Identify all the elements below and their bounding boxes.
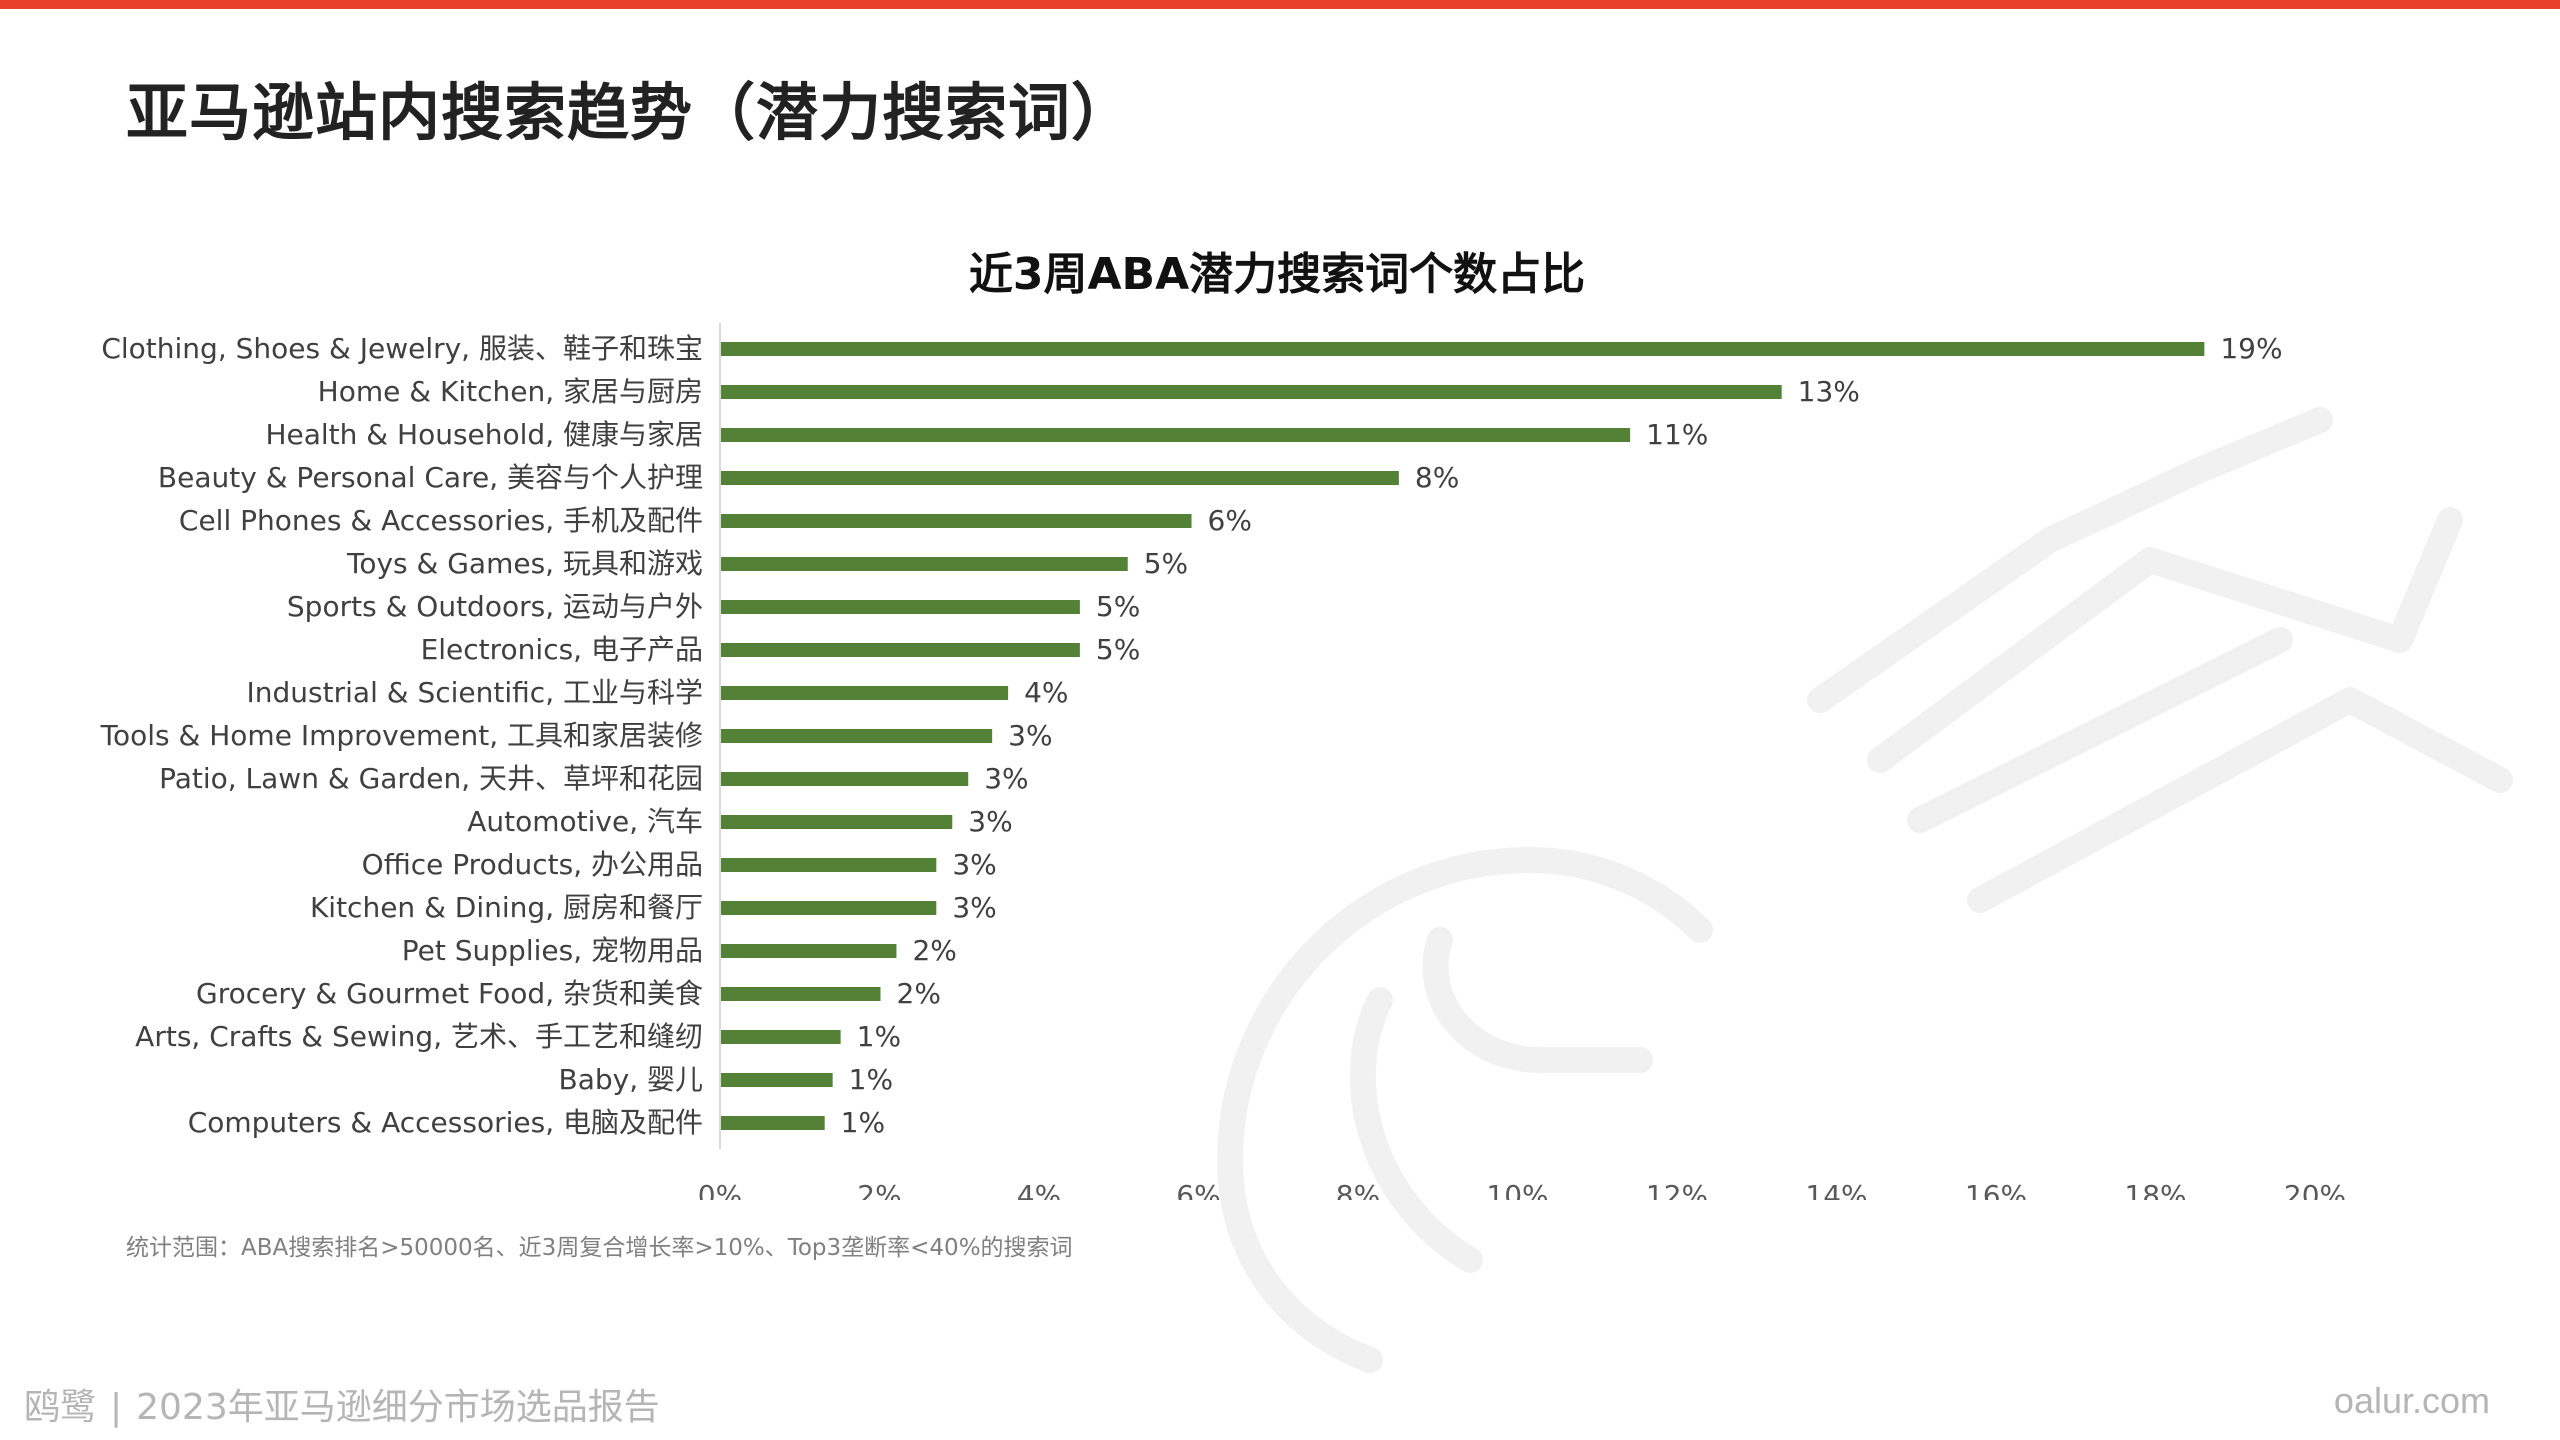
category-label: Office Products, 办公用品 [362,848,703,881]
data-label: 2% [912,934,956,967]
footer-website-link[interactable]: oalur.com [2333,1380,2490,1421]
bar [721,987,881,1001]
category-label: Cell Phones & Accessories, 手机及配件 [179,504,703,537]
x-tick-label: 16% [1965,1179,2027,1200]
data-label: 5% [1144,547,1188,580]
data-label: 13% [1798,375,1860,408]
data-label: 3% [1008,719,1052,752]
category-label: Sports & Outdoors, 运动与户外 [287,590,703,623]
category-label: Automotive, 汽车 [467,805,703,838]
category-label: Industrial & Scientific, 工业与科学 [247,676,703,709]
data-label: 1% [857,1020,901,1053]
footer-brand-name: 鸥鹭 [24,1387,97,1428]
data-label: 5% [1096,633,1140,666]
data-label: 3% [952,848,996,881]
bar [721,815,953,829]
x-tick-label: 2% [857,1179,901,1200]
data-label: 6% [1208,504,1252,537]
category-label: Kitchen & Dining, 厨房和餐厅 [310,891,703,924]
bar [721,428,1631,442]
data-label: 11% [1646,418,1708,451]
category-label: Electronics, 电子产品 [421,633,703,666]
x-tick-label: 4% [1017,1179,1061,1200]
data-label: 2% [897,977,941,1010]
bar [721,600,1080,614]
page-title: 亚马逊站内搜索趋势（潜力搜索词） [126,76,1135,149]
data-label: 5% [1096,590,1140,623]
category-label: Clothing, Shoes & Jewelry, 服装、鞋子和珠宝 [101,332,703,365]
x-tick-label: 18% [2124,1179,2186,1200]
bar [721,514,1192,528]
data-label: 1% [849,1063,893,1096]
x-tick-label: 10% [1486,1179,1548,1200]
category-label: Home & Kitchen, 家居与厨房 [318,375,703,408]
bar [721,729,993,743]
bar [721,944,897,958]
footer-report-title: 2023年亚马逊细分市场选品报告 [136,1387,660,1428]
data-label: 1% [841,1106,885,1139]
data-label: 3% [984,762,1028,795]
x-tick-label: 14% [1805,1179,1867,1200]
data-label: 8% [1415,461,1459,494]
category-label: Toys & Games, 玩具和游戏 [346,547,703,580]
category-label: Baby, 婴儿 [558,1063,703,1096]
top-accent-bar [0,0,2560,9]
footer-brand: 鸥鹭 | 2023年亚马逊细分市场选品报告 [24,1378,660,1430]
category-label: Computers & Accessories, 电脑及配件 [188,1106,703,1139]
bar [721,385,1782,399]
category-label: Patio, Lawn & Garden, 天井、草坪和花园 [159,762,703,795]
bar [721,686,1009,700]
category-label: Beauty & Personal Care, 美容与个人护理 [158,461,703,494]
data-label: 4% [1024,676,1068,709]
data-label: 19% [2220,332,2282,365]
bar [721,471,1399,485]
bar [721,772,969,786]
x-tick-label: 20% [2284,1179,2346,1200]
category-label: Arts, Crafts & Sewing, 艺术、手工艺和缝纫 [135,1020,703,1053]
bar [721,557,1128,571]
chart-title-text: 近3周ABA潜力搜索词个数占比 [968,249,1586,300]
bar [721,342,2205,356]
x-tick-label: 6% [1176,1179,1220,1200]
category-label: Health & Household, 健康与家居 [265,418,703,451]
bar-chart: Clothing, Shoes & Jewelry, 服装、鞋子和珠宝 19% Ho… [100,323,2346,1200]
chart-title: 近3周ABA潜力搜索词个数占比 [0,238,2560,302]
bar [721,643,1080,657]
data-scope-note: 统计范围：ABA搜索排名>50000名、近3周复合增长率>10%、Top3垄断率… [126,1235,1073,1261]
data-label: 3% [952,891,996,924]
bar [721,1030,841,1044]
bar [721,1116,825,1130]
category-label: Grocery & Gourmet Food, 杂货和美食 [196,977,703,1010]
data-label: 3% [968,805,1012,838]
footer-separator: | [110,1387,123,1428]
bar [721,901,937,915]
x-tick-label: 8% [1336,1179,1380,1200]
category-label: Pet Supplies, 宠物用品 [402,934,703,967]
x-tick-label: 12% [1646,1179,1708,1200]
category-label: Tools & Home Improvement, 工具和家居装修 [100,719,703,752]
bar [721,858,937,872]
x-tick-label: 0% [698,1179,742,1200]
bar [721,1073,833,1087]
